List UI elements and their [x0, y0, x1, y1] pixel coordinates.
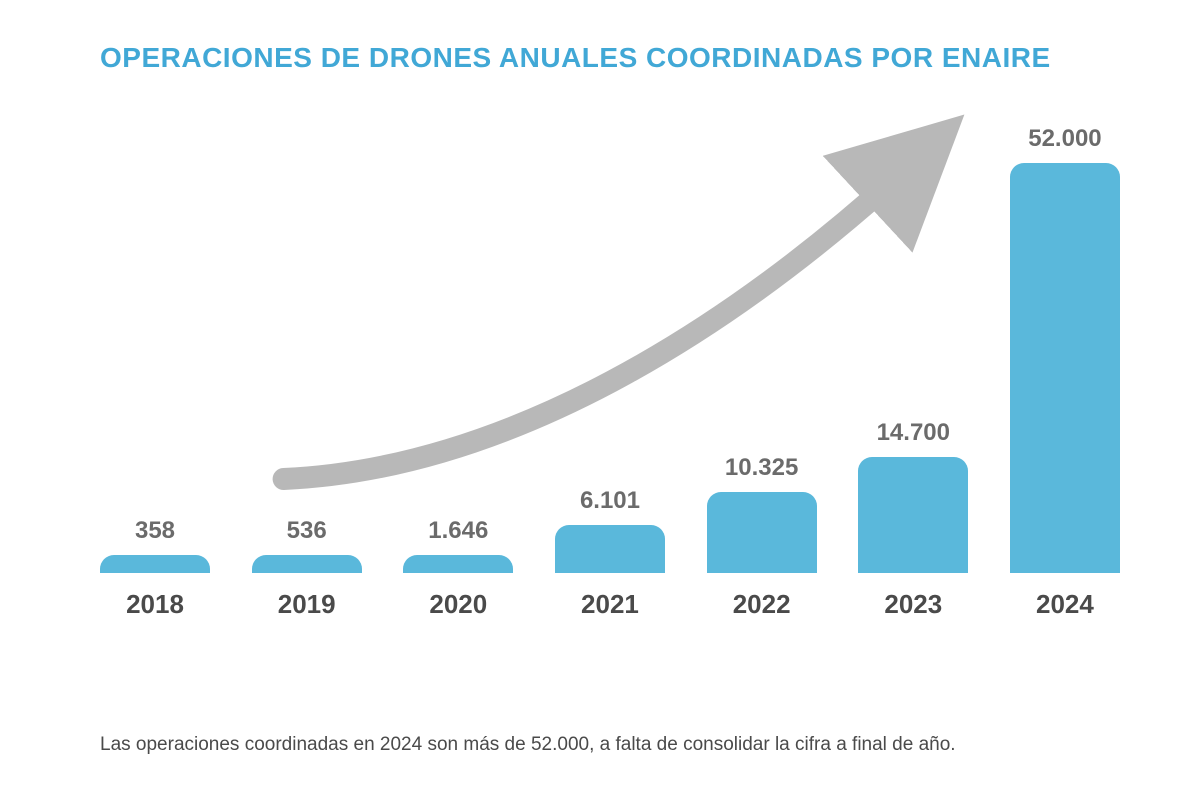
chart-footnote: Las operaciones coordinadas en 2024 son …	[100, 734, 956, 756]
x-axis-label: 2024	[1010, 589, 1120, 620]
bar-value-label: 536	[287, 517, 327, 545]
bar-value-label: 1.646	[428, 517, 488, 545]
bar-column: 14.700	[858, 419, 968, 573]
bar-value-label: 14.700	[877, 419, 950, 447]
chart-container: OPERACIONES DE DRONES ANUALES COORDINADA…	[0, 0, 1200, 800]
bar	[252, 555, 362, 573]
bar	[100, 555, 210, 573]
bar	[555, 525, 665, 573]
bar-column: 1.646	[403, 517, 513, 573]
x-axis-label: 2018	[100, 589, 210, 620]
bar-value-label: 358	[135, 517, 175, 545]
bar	[403, 555, 513, 573]
bar-value-label: 6.101	[580, 487, 640, 515]
bar-value-label: 10.325	[725, 454, 798, 482]
x-axis-label: 2020	[403, 589, 513, 620]
bar-column: 52.000	[1010, 125, 1120, 573]
chart-title: OPERACIONES DE DRONES ANUALES COORDINADA…	[100, 40, 1120, 75]
x-axis-label: 2021	[555, 589, 665, 620]
bar-value-label: 52.000	[1028, 125, 1101, 153]
bar	[1010, 163, 1120, 573]
x-axis-label: 2022	[707, 589, 817, 620]
x-axis-labels: 2018 2019 2020 2021 2022 2023 2024	[100, 589, 1120, 620]
bar-column: 536	[252, 517, 362, 573]
bar-column: 6.101	[555, 487, 665, 573]
bar	[707, 492, 817, 573]
bars-row: 358 536 1.646 6.101 10.325 14.700 52.000	[100, 125, 1120, 573]
bar-column: 358	[100, 517, 210, 573]
bar-column: 10.325	[707, 454, 817, 573]
bar	[858, 457, 968, 573]
x-axis-label: 2019	[252, 589, 362, 620]
x-axis-label: 2023	[858, 589, 968, 620]
chart-plot-area: 358 536 1.646 6.101 10.325 14.700 52.000	[100, 103, 1120, 573]
